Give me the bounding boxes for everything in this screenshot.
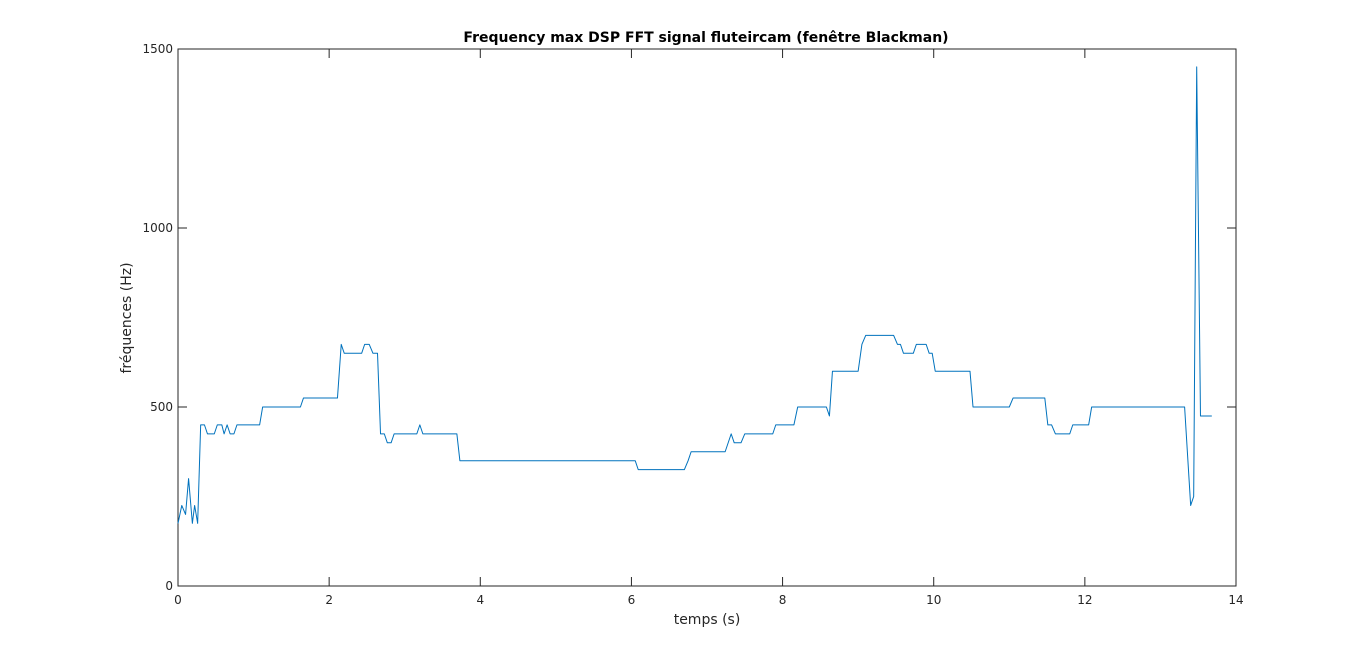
y-axis: 0 500 1000 1500 bbox=[142, 42, 1236, 593]
plot-area bbox=[177, 48, 1237, 587]
x-axis-label: temps (s) bbox=[674, 612, 741, 628]
x-tick-label: 2 bbox=[325, 593, 333, 607]
x-tick-label: 0 bbox=[174, 593, 182, 607]
y-tick-label: 1000 bbox=[142, 221, 173, 235]
x-tick-label: 6 bbox=[628, 593, 636, 607]
y-tick-label: 0 bbox=[165, 579, 173, 593]
series-layer bbox=[177, 66, 1212, 524]
x-tick-label: 4 bbox=[476, 593, 484, 607]
x-tick-label: 10 bbox=[926, 593, 941, 607]
y-tick-label: 1500 bbox=[142, 42, 173, 56]
y-axis-label: fréquences (Hz) bbox=[119, 262, 135, 373]
x-axis: 0 2 4 6 8 10 12 14 bbox=[174, 49, 1244, 607]
y-tick-label: 500 bbox=[150, 400, 173, 414]
x-tick-label: 14 bbox=[1228, 593, 1243, 607]
x-tick-label: 12 bbox=[1077, 593, 1092, 607]
x-tick-label: 8 bbox=[779, 593, 787, 607]
series-line bbox=[177, 66, 1212, 524]
chart-title: Frequency max DSP FFT signal fluteircam … bbox=[463, 30, 948, 46]
